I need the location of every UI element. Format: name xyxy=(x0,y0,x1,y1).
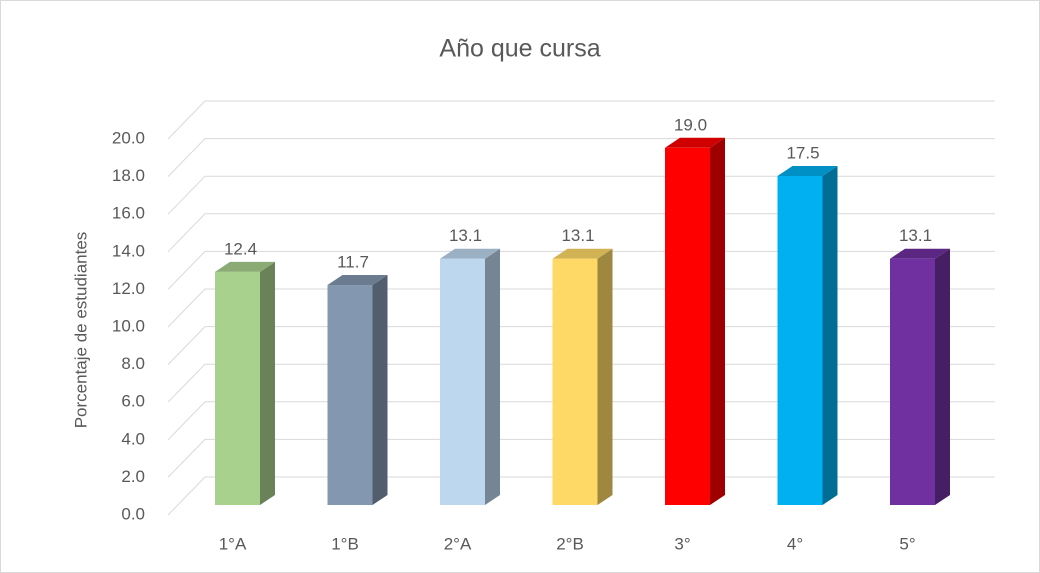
x-tick-label: 1°B xyxy=(331,534,359,553)
data-label: 17.5 xyxy=(786,143,819,162)
bar-top xyxy=(777,166,838,176)
y-tick-label: 12.0 xyxy=(112,279,145,298)
bar xyxy=(777,176,823,505)
x-tick-label: 4° xyxy=(787,534,803,553)
bar-top xyxy=(215,261,275,272)
data-label: 13.1 xyxy=(561,226,594,245)
bar-side xyxy=(597,248,613,505)
bar xyxy=(665,147,710,506)
x-tick-label: 2°A xyxy=(444,534,472,553)
bar-top xyxy=(327,275,388,286)
grid-line xyxy=(167,175,995,215)
data-label: 12.4 xyxy=(224,239,257,258)
y-axis-label: Porcentaje de estudiantes xyxy=(71,232,90,429)
y-tick-label: 6.0 xyxy=(121,392,145,411)
bar-side xyxy=(260,261,275,505)
bar xyxy=(440,258,485,505)
bar-top xyxy=(890,248,950,259)
grid-line xyxy=(167,138,995,177)
grid-line xyxy=(167,476,995,516)
bar xyxy=(552,258,598,505)
grid-line xyxy=(167,326,995,365)
grid-line xyxy=(167,288,995,328)
bar-top xyxy=(552,248,613,259)
grid-line xyxy=(167,438,995,478)
data-label: 13.1 xyxy=(449,226,482,245)
data-label: 19.0 xyxy=(674,115,707,134)
bar-top xyxy=(440,248,500,259)
y-tick-label: 14.0 xyxy=(112,241,145,260)
grid-line xyxy=(167,100,995,140)
bar-top xyxy=(665,137,725,148)
grid-line xyxy=(167,363,995,403)
y-tick-label: 18.0 xyxy=(112,166,145,185)
y-tick-label: 8.0 xyxy=(121,354,145,373)
bar xyxy=(327,285,373,505)
grid-line xyxy=(167,213,995,253)
bar xyxy=(890,258,935,505)
y-tick-label: 10.0 xyxy=(112,316,145,335)
data-label: 13.1 xyxy=(899,226,932,245)
bar xyxy=(215,271,260,505)
y-tick-label: 2.0 xyxy=(121,467,145,486)
y-tick-label: 20.0 xyxy=(112,128,145,147)
y-tick-label: 16.0 xyxy=(112,204,145,223)
bar-side xyxy=(372,275,388,505)
bar-side xyxy=(935,248,950,505)
x-tick-label: 1°A xyxy=(219,534,247,553)
x-tick-label: 5° xyxy=(899,534,915,553)
bar-side xyxy=(485,248,500,505)
bar-side xyxy=(710,137,725,506)
x-tick-label: 3° xyxy=(674,534,690,553)
chart-title: Año que cursa xyxy=(439,35,600,63)
bar-side xyxy=(822,166,838,505)
data-label: 11.7 xyxy=(337,253,369,272)
grid-line xyxy=(167,401,995,441)
y-tick-label: 0.0 xyxy=(121,504,145,523)
y-tick-label: 4.0 xyxy=(121,429,145,448)
x-tick-label: 2°B xyxy=(556,534,584,553)
grid-line xyxy=(167,250,995,290)
